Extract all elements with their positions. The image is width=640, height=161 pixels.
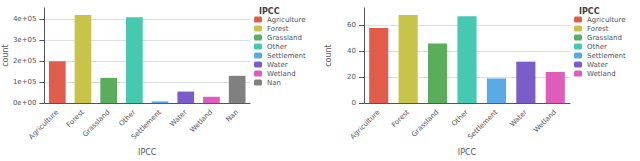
- svg-text:IPCC: IPCC: [579, 7, 600, 16]
- svg-text:Settlement: Settlement: [466, 108, 499, 141]
- svg-text:Grassland: Grassland: [81, 108, 111, 138]
- svg-text:Settlement: Settlement: [587, 52, 626, 60]
- svg-text:Nan: Nan: [267, 79, 281, 87]
- svg-text:0: 0: [352, 99, 356, 107]
- svg-text:Settlement: Settlement: [267, 52, 306, 60]
- svg-text:Agriculture: Agriculture: [587, 16, 626, 24]
- svg-text:Water: Water: [267, 61, 288, 69]
- svg-text:IPCC: IPCC: [259, 7, 280, 16]
- svg-text:60: 60: [347, 21, 356, 29]
- svg-text:count: count: [324, 44, 333, 67]
- svg-text:Water: Water: [508, 108, 528, 128]
- svg-text:Settlement: Settlement: [130, 108, 163, 141]
- svg-text:Wetland: Wetland: [587, 70, 616, 78]
- svg-text:IPCC: IPCC: [138, 148, 157, 157]
- svg-text:Other: Other: [450, 108, 470, 128]
- svg-text:Other: Other: [118, 108, 138, 128]
- svg-text:Water: Water: [587, 61, 608, 69]
- svg-text:Other: Other: [267, 43, 287, 51]
- svg-text:Wetland: Wetland: [267, 70, 296, 78]
- svg-text:Wetland: Wetland: [188, 108, 214, 134]
- svg-text:Agriculture: Agriculture: [267, 16, 306, 24]
- svg-text:Water: Water: [168, 108, 188, 128]
- svg-text:Other: Other: [587, 43, 607, 51]
- svg-text:Grassland: Grassland: [267, 34, 302, 42]
- svg-text:1e+05: 1e+05: [13, 78, 37, 86]
- svg-text:Forest: Forest: [390, 108, 411, 129]
- svg-text:Forest: Forest: [65, 108, 86, 129]
- svg-text:2e+05: 2e+05: [13, 57, 37, 65]
- svg-text:Grassland: Grassland: [410, 108, 440, 138]
- svg-text:Forest: Forest: [267, 25, 289, 33]
- svg-text:3e+05: 3e+05: [13, 36, 37, 44]
- svg-text:IPCC: IPCC: [458, 148, 477, 157]
- svg-text:0e+00: 0e+00: [13, 99, 37, 107]
- svg-text:Agriculture: Agriculture: [27, 108, 60, 141]
- svg-text:Agriculture: Agriculture: [349, 108, 382, 141]
- svg-text:4e+05: 4e+05: [13, 15, 37, 23]
- svg-text:Nan: Nan: [224, 108, 240, 124]
- svg-text:40: 40: [347, 47, 356, 55]
- svg-text:Grassland: Grassland: [587, 34, 622, 42]
- svg-text:20: 20: [347, 73, 356, 81]
- svg-text:count: count: [1, 44, 10, 67]
- svg-text:Wetland: Wetland: [532, 108, 558, 134]
- svg-text:Forest: Forest: [587, 25, 609, 33]
